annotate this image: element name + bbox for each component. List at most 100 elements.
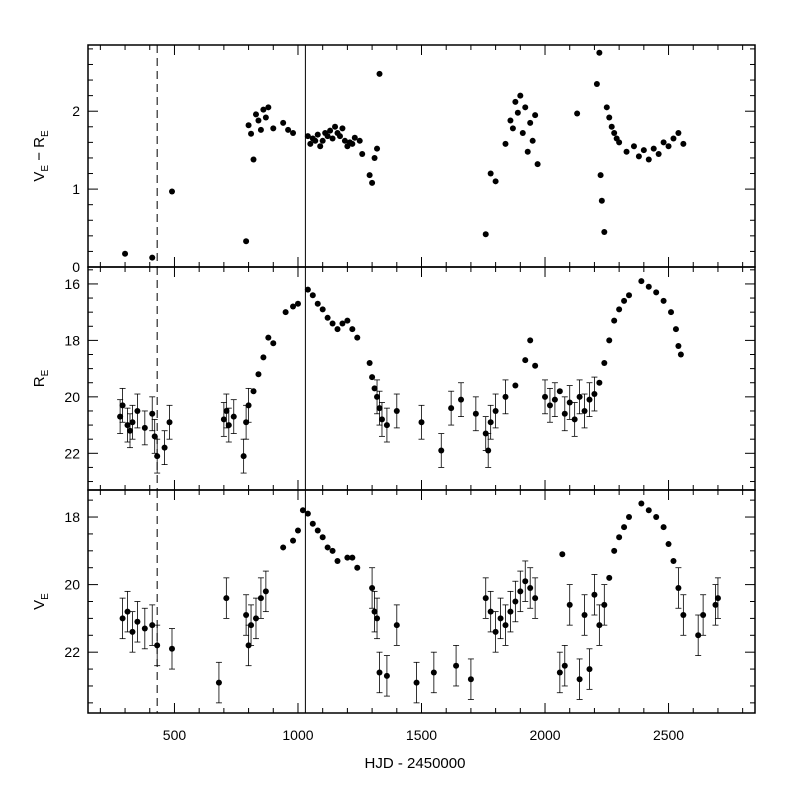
data-point-r — [660, 297, 667, 304]
data-point-r — [255, 371, 262, 378]
data-point-r — [240, 453, 247, 460]
data-point-v — [299, 507, 306, 514]
data-point-v — [349, 554, 356, 561]
data-point-color — [262, 114, 269, 121]
data-point-color — [149, 254, 156, 261]
data-point-r — [556, 388, 563, 395]
data-point-v — [616, 534, 623, 541]
data-point-v — [294, 527, 301, 534]
data-point-color — [519, 130, 526, 137]
data-point-r — [166, 419, 173, 426]
data-point-color — [248, 130, 255, 137]
data-point-v — [626, 514, 633, 521]
data-point-color — [492, 178, 499, 185]
data-point-r — [485, 447, 492, 454]
data-point-color — [257, 126, 264, 133]
data-point-v — [675, 584, 682, 591]
data-point-color — [250, 156, 257, 163]
data-point-r — [487, 419, 494, 426]
data-point-v — [700, 612, 707, 619]
data-point-r — [349, 326, 356, 333]
data-point-v — [561, 662, 568, 669]
data-point-color — [312, 137, 319, 144]
panels-layer — [87, 44, 756, 714]
data-point-color — [524, 148, 531, 155]
data-point-r — [117, 413, 124, 420]
data-point-r — [282, 309, 289, 316]
data-point-color — [168, 188, 175, 195]
data-point-r — [344, 317, 351, 324]
data-point-color — [640, 147, 647, 154]
data-point-color — [332, 123, 339, 130]
data-point-color — [314, 131, 321, 138]
panel-frame-v — [87, 489, 756, 714]
data-point-v — [712, 601, 719, 608]
y-tick-label-v: 18 — [64, 509, 80, 525]
data-point-r — [250, 388, 257, 395]
data-point-color — [650, 145, 657, 152]
data-point-v — [566, 601, 573, 608]
data-point-v — [344, 554, 351, 561]
data-point-color — [339, 125, 346, 132]
data-point-v — [653, 514, 660, 521]
data-point-color — [507, 117, 514, 124]
data-point-r — [591, 391, 598, 398]
data-point-v — [319, 534, 326, 541]
data-point-r — [677, 351, 684, 358]
data-point-color — [665, 143, 672, 150]
data-point-r — [418, 419, 425, 426]
data-point-color — [255, 117, 262, 124]
y-tick-label-r: 22 — [64, 445, 80, 461]
data-point-color — [529, 137, 536, 144]
data-point-v — [522, 578, 529, 585]
y-tick-label-v: 20 — [64, 577, 80, 593]
data-point-color — [635, 153, 642, 160]
data-point-r — [376, 405, 383, 412]
data-point-color — [324, 133, 331, 140]
data-point-v — [134, 618, 141, 625]
data-point-color — [369, 179, 376, 186]
data-point-v — [290, 537, 297, 544]
data-point-color — [351, 134, 358, 141]
data-point-v — [314, 527, 321, 534]
data-point-v — [497, 615, 504, 622]
data-point-v — [371, 608, 378, 615]
data-point-r — [576, 393, 583, 400]
data-point-color — [596, 49, 603, 56]
data-point-color — [606, 114, 613, 121]
data-point-color — [670, 135, 677, 142]
data-point-v — [248, 622, 255, 629]
data-point-r — [653, 289, 660, 296]
data-point-color — [270, 125, 277, 132]
data-point-color — [317, 143, 324, 150]
data-point-r — [383, 422, 390, 429]
data-point-r — [561, 410, 568, 417]
data-point-color — [356, 137, 363, 144]
data-point-r — [581, 407, 588, 414]
data-point-v — [467, 676, 474, 683]
data-point-color — [245, 122, 252, 129]
data-point-v — [670, 557, 677, 564]
data-point-color — [329, 135, 336, 142]
data-point-r — [134, 407, 141, 414]
data-point-color — [616, 139, 623, 146]
data-point-r — [290, 303, 297, 310]
data-point-v — [334, 557, 341, 564]
data-point-v — [512, 598, 519, 605]
data-point-r — [571, 416, 578, 423]
data-point-color — [645, 156, 652, 163]
data-point-v — [154, 642, 161, 649]
data-point-r — [151, 433, 158, 440]
data-point-color — [122, 250, 129, 257]
data-point-color — [655, 151, 662, 158]
y-tick-label-color: 0 — [72, 259, 80, 275]
data-point-v — [638, 500, 645, 507]
data-point-r — [339, 320, 346, 327]
data-point-color — [319, 137, 326, 144]
data-point-r — [265, 334, 272, 341]
data-point-r — [448, 405, 455, 412]
data-point-v — [252, 615, 259, 622]
data-point-color — [601, 228, 608, 235]
x-tick-label: 2000 — [529, 727, 560, 743]
